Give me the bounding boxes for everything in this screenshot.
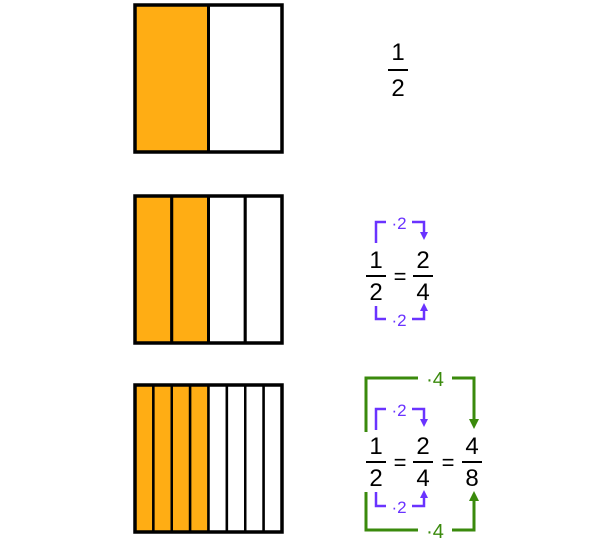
shaded-part bbox=[152, 383, 173, 534]
empty-part bbox=[225, 383, 247, 534]
purple-top-bracket bbox=[374, 407, 424, 430]
denominator: 2 bbox=[369, 465, 382, 492]
fraction-bar-quarters bbox=[133, 194, 284, 345]
shaded-part bbox=[188, 383, 210, 534]
denominator: 4 bbox=[416, 279, 429, 306]
denominator: 2 bbox=[369, 279, 382, 306]
numerator: 4 bbox=[465, 433, 478, 460]
purple-bottom-bracket bbox=[374, 306, 424, 321]
fraction-bar-eighths bbox=[133, 383, 284, 534]
denominator: 2 bbox=[391, 75, 404, 102]
empty-part bbox=[207, 383, 229, 534]
equals-sign: = bbox=[394, 264, 407, 289]
equals-sign: = bbox=[442, 450, 455, 475]
empty-part bbox=[207, 3, 284, 154]
numerator: 2 bbox=[416, 247, 429, 274]
denominator: 4 bbox=[416, 465, 429, 492]
shaded-part bbox=[133, 194, 174, 345]
empty-part bbox=[262, 383, 284, 534]
empty-part bbox=[244, 383, 265, 534]
purple-bottom-multiplier: ·2 bbox=[391, 311, 406, 330]
numerator: 1 bbox=[391, 39, 404, 66]
fraction-bar-halves bbox=[133, 3, 284, 154]
fraction-1-2: 1 2 bbox=[388, 39, 408, 102]
row-2: 1 2 = 2 4 ·2 ·2 bbox=[133, 194, 433, 345]
equals-sign: = bbox=[394, 450, 407, 475]
numerator: 1 bbox=[369, 433, 382, 460]
empty-part bbox=[207, 194, 247, 345]
bar-outline bbox=[133, 194, 284, 345]
denominator: 8 bbox=[465, 465, 478, 492]
row-3: 1 2 = 2 4 = 4 8 ·2 ·2 ·4 ·4 bbox=[133, 369, 482, 543]
purple-bottom-multiplier: ·2 bbox=[391, 498, 406, 517]
shaded-part bbox=[133, 383, 155, 534]
numerator: 2 bbox=[416, 433, 429, 460]
bar-outline bbox=[133, 3, 284, 154]
green-top-bracket bbox=[364, 376, 474, 432]
shaded-part bbox=[170, 383, 192, 534]
bar-outline bbox=[133, 383, 284, 534]
green-bottom-bracket bbox=[364, 492, 474, 532]
purple-top-multiplier: ·2 bbox=[391, 401, 406, 420]
purple-top-bracket bbox=[374, 220, 424, 243]
shaded-part bbox=[133, 3, 210, 154]
equation-1-2-eq-2-4-eq-4-8: 1 2 = 2 4 = 4 8 ·2 ·2 ·4 ·4 bbox=[364, 369, 482, 543]
green-bottom-multiplier: ·4 bbox=[426, 521, 444, 543]
row-1: 1 2 bbox=[133, 3, 408, 154]
numerator: 1 bbox=[369, 247, 382, 274]
purple-bottom-bracket bbox=[374, 492, 424, 508]
equation-1-2-eq-2-4: 1 2 = 2 4 ·2 ·2 bbox=[366, 214, 433, 330]
shaded-part bbox=[170, 194, 210, 345]
purple-top-multiplier: ·2 bbox=[391, 214, 406, 233]
green-top-multiplier: ·4 bbox=[426, 369, 444, 391]
empty-part bbox=[243, 194, 284, 345]
